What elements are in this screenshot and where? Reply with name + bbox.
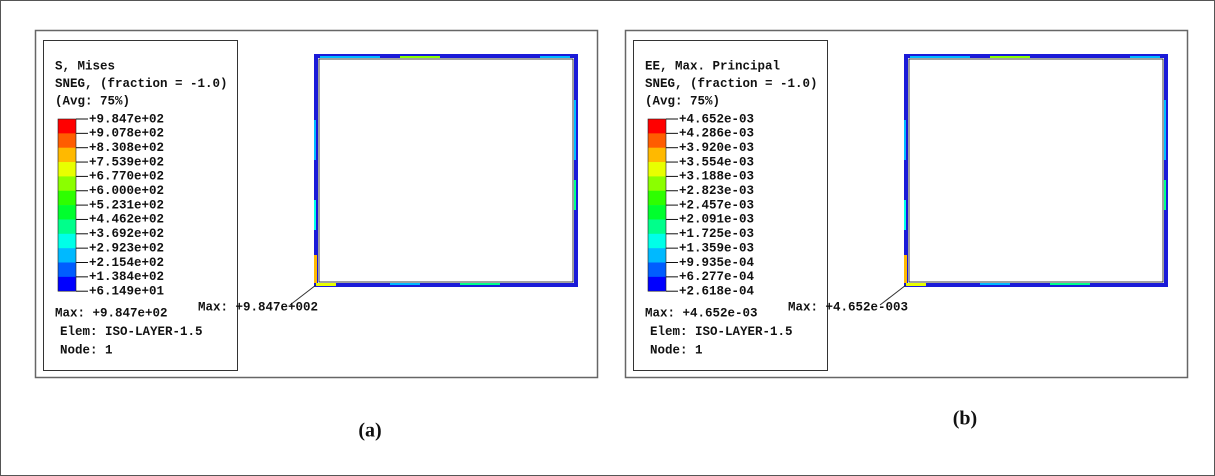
color-band [648,248,666,263]
color-band [648,148,666,163]
legend-title: SNEG, (fraction = -1.0) [55,77,228,91]
contour-patch [910,56,970,58]
color-band [648,234,666,249]
color-band [58,263,76,278]
max-annotation: Max: +4.652e-003 [788,300,908,314]
legend-value: +3.188e-03 [679,170,754,184]
color-band [58,277,76,292]
legend-value: +2.823e-03 [679,184,754,198]
max-info: Max: +4.652e-03 [645,306,758,320]
legend-value: +8.308e+02 [89,141,164,155]
legend-value: +3.554e-03 [679,155,754,169]
max-info: Node: 1 [60,343,113,357]
legend-value: +6.149e+01 [89,284,164,298]
legend-value: +9.078e+02 [89,127,164,141]
legend-value: +4.286e-03 [679,127,754,141]
legend-value: +2.618e-04 [679,284,755,298]
caption: (a) [358,420,381,442]
contour-patch [540,56,570,58]
contour-patch [314,255,317,283]
contour-patch [316,283,336,286]
legend-value: +3.920e-03 [679,141,754,155]
contour-patch [990,56,1030,58]
contour-patch [400,56,440,58]
legend-title: (Avg: 75%) [55,94,130,108]
max-info: Elem: ISO-LAYER-1.5 [60,325,203,339]
model-frame [316,56,576,285]
legend-title: SNEG, (fraction = -1.0) [645,77,818,91]
color-band [648,176,666,191]
color-band [58,176,76,191]
legend-title: (Avg: 75%) [645,94,720,108]
legend-value: +9.935e-04 [679,256,755,270]
legend-value: +5.231e+02 [89,198,164,212]
contour-patch [574,180,576,210]
legend-value: +2.091e-03 [679,213,754,227]
contour-patch [1164,180,1166,210]
color-band [58,133,76,148]
contour-patch [320,56,380,58]
color-band [648,191,666,206]
color-band [648,219,666,234]
color-band [648,119,666,134]
contour-patch [1050,283,1090,285]
legend-value: +6.000e+02 [89,184,164,198]
color-band [58,219,76,234]
legend-value: +2.457e-03 [679,198,754,212]
legend-value: +1.384e+02 [89,270,164,284]
legend-value: +3.692e+02 [89,227,164,241]
contour-patch [1164,100,1166,160]
legend-value: +1.725e-03 [679,227,754,241]
color-band [58,234,76,249]
color-band [648,263,666,278]
contour-patch [314,120,316,160]
legend-value: +6.770e+02 [89,170,164,184]
contour-patch [906,283,926,286]
panel: EE, Max. Principal SNEG, (fraction = -1.0… [626,31,1188,378]
caption: (b) [953,408,977,430]
panel: S, Mises SNEG, (fraction = -1.0) (Avg: 75%… [36,31,598,378]
max-info: Node: 1 [650,343,703,357]
legend-value: +4.652e-03 [679,112,754,126]
color-band [648,133,666,148]
contour-patch [314,200,316,230]
figure: S, Mises SNEG, (fraction = -1.0) (Avg: 75%… [0,0,1215,476]
color-band [58,205,76,220]
color-band [58,162,76,177]
legend-title: EE, Max. Principal [645,59,780,73]
legend-value: +4.462e+02 [89,213,164,227]
contour-patch [904,200,906,230]
color-band [648,277,666,292]
contour-patch [904,120,906,160]
color-band [58,191,76,206]
legend-value: +7.539e+02 [89,155,164,169]
max-info: Max: +9.847e+02 [55,306,168,320]
color-band [648,205,666,220]
contour-patch [390,283,420,285]
contour-patch [574,100,576,160]
contour-patch [904,255,907,283]
legend-value: +9.847e+02 [89,112,164,126]
contour-patch [1130,56,1160,58]
color-band [58,248,76,263]
legend-value: +1.359e-03 [679,241,754,255]
legend-value: +2.154e+02 [89,256,164,270]
contour-patch [460,283,500,285]
color-band [648,162,666,177]
color-band [58,119,76,134]
max-info: Elem: ISO-LAYER-1.5 [650,325,793,339]
legend-value: +6.277e-04 [679,270,755,284]
model-frame [906,56,1166,285]
contour-patch [980,283,1010,285]
color-band [58,148,76,163]
legend-title: S, Mises [55,59,115,73]
max-annotation: Max: +9.847e+002 [198,300,318,314]
legend-value: +2.923e+02 [89,241,164,255]
